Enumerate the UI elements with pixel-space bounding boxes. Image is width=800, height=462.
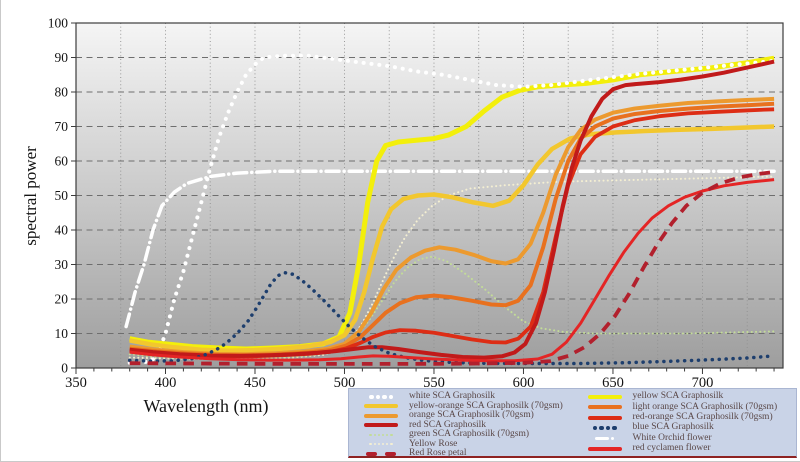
x-tick-label: 350: [65, 375, 87, 391]
legend-item: orange SCA Graphosilk (70gsm): [349, 410, 573, 421]
legend-label: red SCA Graphosilk: [409, 419, 487, 430]
y-tick-label: 100: [48, 16, 69, 31]
legend-item: red cyclamen flower: [573, 444, 797, 454]
legend-swatch-dashdot-icon: [585, 436, 625, 441]
series-yellow-orange-sca-graphosilk-70gsm-: [129, 124, 775, 354]
legend-label: white SCA Graphosilk: [409, 391, 496, 401]
x-tick-label: 700: [692, 375, 714, 391]
legend-item: red-orange SCA Graphosilk (70gsm): [573, 413, 797, 423]
y-tick-label: 30: [55, 257, 69, 272]
series-white-sca-graphosilk: [127, 53, 777, 365]
y-axis-title: spectral power: [21, 146, 40, 246]
y-tick-label: 80: [55, 85, 69, 100]
series-red-rose-petal: [129, 170, 775, 366]
legend-swatch-solid-icon: [361, 413, 401, 418]
legend-label: yellow SCA Graphosilk: [632, 391, 724, 402]
series-red-cyclamen-flower: [129, 178, 775, 363]
legend-swatch-solid-icon: [585, 446, 625, 451]
legend-item: light orange SCA Graphosilk (70gsm): [573, 401, 797, 413]
legend-label: Red Rose petal: [409, 448, 467, 458]
legend-item: yellow-orange SCA Graphosilk (70gsm): [349, 400, 573, 412]
legend-swatch-dots-icon: [585, 425, 625, 431]
legend-label: orange SCA Graphosilk (70gsm): [409, 410, 534, 420]
y-tick-label: 40: [55, 223, 69, 238]
legend-item: White Orchid flower: [573, 432, 797, 444]
y-tick-label: 0: [61, 361, 68, 376]
legend-swatch-solid-icon: [361, 404, 401, 409]
legend-swatch-solid-icon: [585, 415, 625, 420]
legend-swatch-dots-icon: [361, 394, 401, 399]
legend-swatch-fine-dots-icon: [361, 433, 401, 436]
legend-label: red-orange SCA Graphosilk (70gsm): [632, 412, 773, 423]
legend-label: green SCA Graphosilk (70gsm): [409, 429, 530, 439]
chart-legend: white SCA Graphosilk yellow-orange SCA Gr…: [348, 388, 797, 458]
x-tick-label: 450: [244, 375, 266, 391]
x-axis-title: Wavelength (nm): [143, 396, 269, 416]
series-blue-sca-graphosilk: [127, 271, 776, 366]
legend-item: red SCA Graphosilk: [349, 419, 573, 431]
legend-swatch-solid-icon: [585, 395, 625, 400]
series-white-orchid-flower: [124, 169, 776, 329]
legend-swatch-solid-icon: [585, 405, 625, 410]
legend-label: light orange SCA Graphosilk (70gsm): [632, 401, 778, 412]
legend-item: blue SCA Graphosilk: [573, 423, 797, 433]
legend-item: green SCA Graphosilk (70gsm): [349, 429, 573, 440]
legend-column: yellow SCA Graphosilk light orange SCA Gr…: [573, 392, 797, 454]
y-tick-label: 60: [55, 154, 69, 169]
y-tick-label: 90: [55, 50, 69, 65]
y-tick-label: 50: [55, 188, 69, 203]
y-tick-label: 20: [55, 292, 69, 307]
legend-item: white SCA Graphosilk: [349, 391, 573, 402]
legend-item: yellow SCA Graphosilk: [573, 392, 797, 402]
x-tick-label: 550: [423, 375, 445, 391]
legend-item: Red Rose petal: [349, 448, 573, 459]
legend-label: Yellow Rose: [409, 438, 458, 449]
legend-swatch-fine-dots-icon: [361, 443, 401, 446]
legend-label: White Orchid flower: [632, 432, 712, 443]
legend-swatch-dashed-icon: [361, 451, 401, 456]
x-tick-label: 500: [334, 375, 356, 391]
x-tick-label: 650: [602, 375, 624, 391]
series-red-sca-graphosilk: [129, 59, 775, 360]
legend-swatch-solid-icon: [361, 423, 401, 428]
y-tick-label: 70: [55, 119, 69, 134]
legend-label: blue SCA Graphosilk: [632, 422, 714, 433]
legend-item: Yellow Rose: [349, 438, 573, 450]
legend-label: red cyclamen flower: [632, 443, 711, 454]
series-green-sca-graphosilk-70gsm-: [128, 255, 776, 360]
y-tick-label: 10: [55, 326, 69, 341]
legend-label: yellow-orange SCA Graphosilk (70gsm): [409, 400, 563, 411]
x-tick-label: 400: [155, 375, 177, 391]
legend-column: white SCA Graphosilk yellow-orange SCA Gr…: [349, 391, 573, 458]
x-tick-label: 600: [513, 375, 535, 391]
